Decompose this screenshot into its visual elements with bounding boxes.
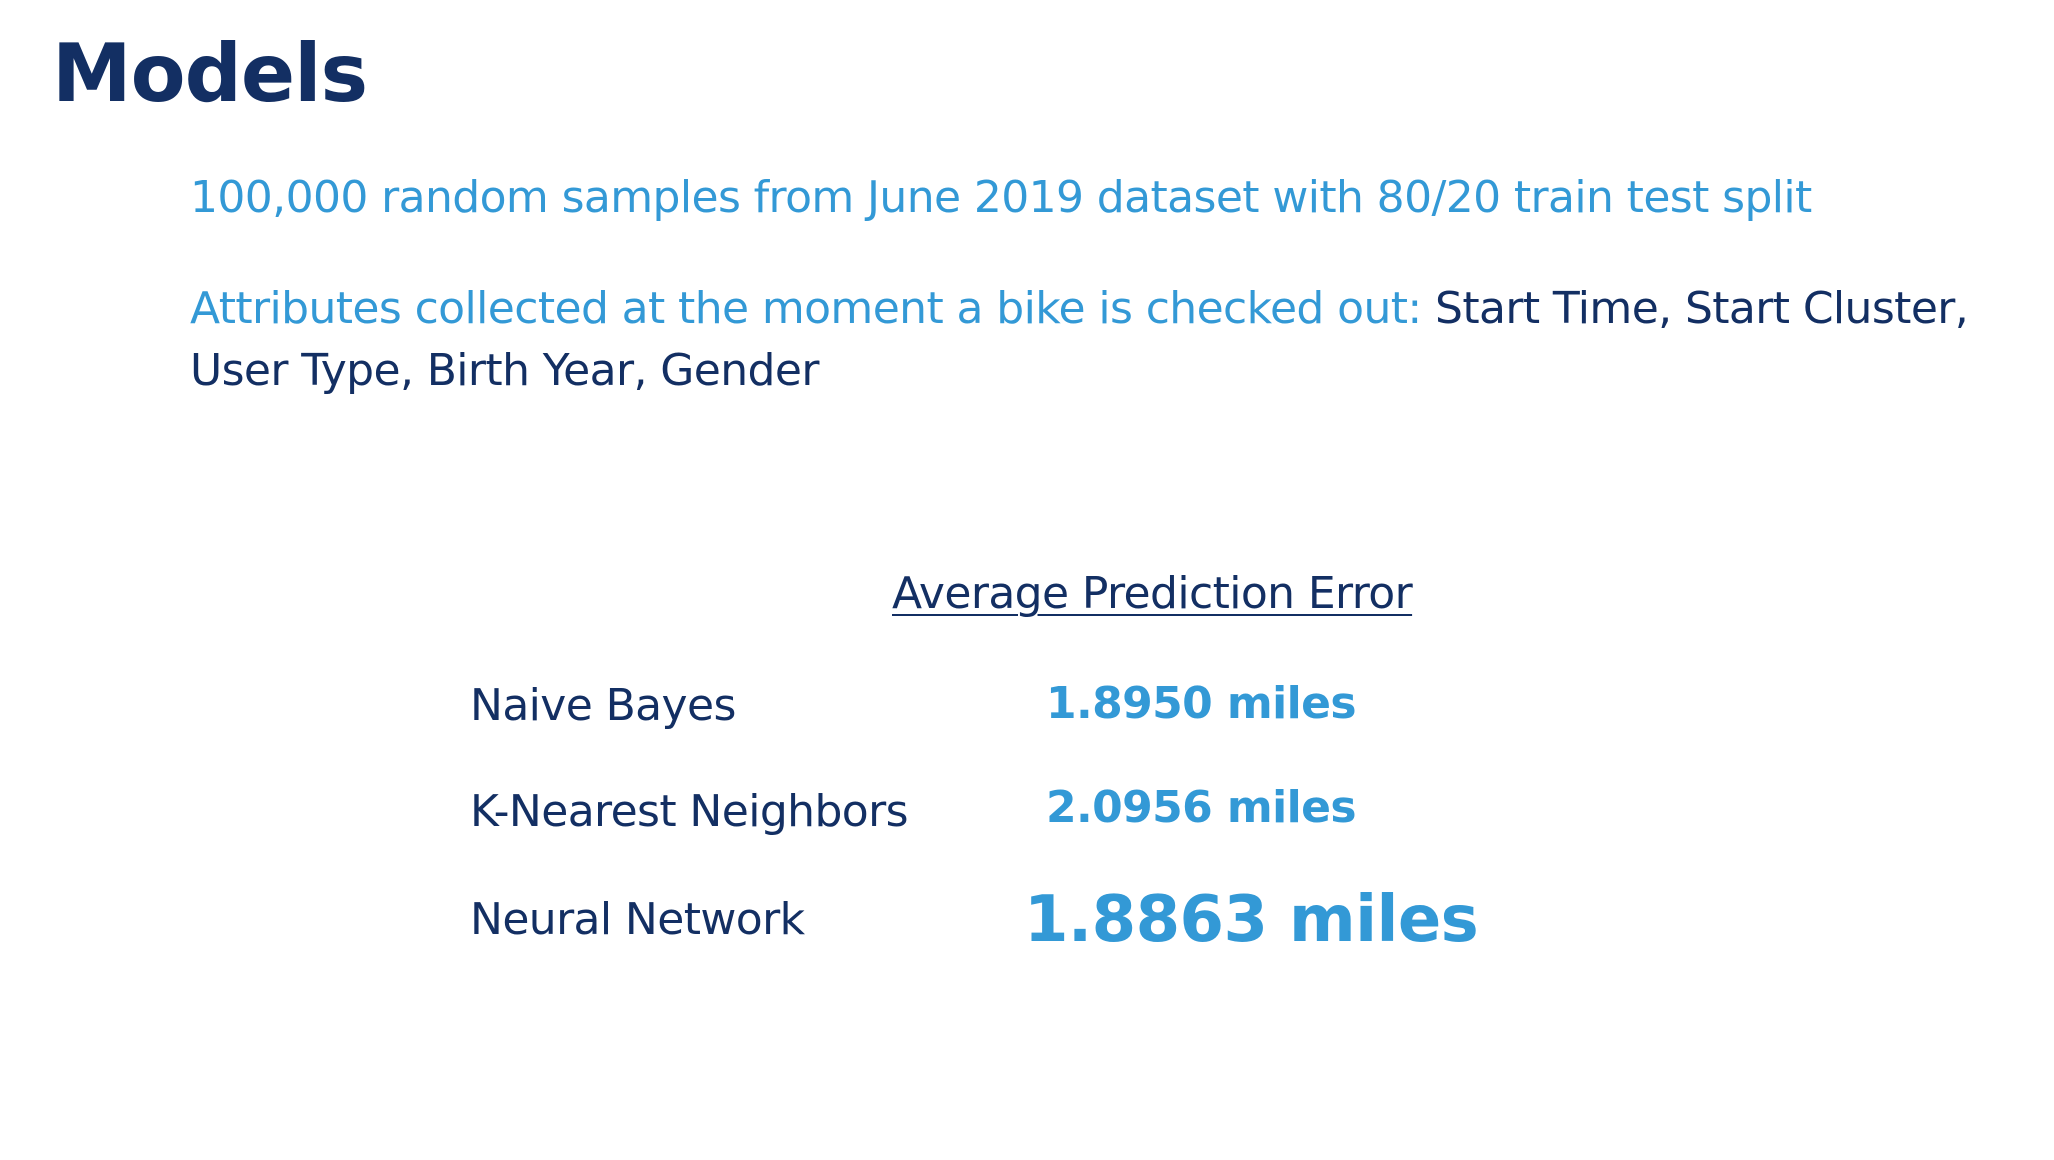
results-heading: Average Prediction Error bbox=[892, 568, 1413, 619]
model-name-naive-bayes: Naive Bayes bbox=[470, 680, 736, 731]
model-name-neural-network: Neural Network bbox=[470, 894, 805, 945]
dataset-summary: 100,000 random samples from June 2019 da… bbox=[190, 172, 1812, 223]
model-error-neural-network: 1.8863 miles bbox=[1024, 883, 1479, 957]
model-error-naive-bayes: 1.8950 miles bbox=[1046, 678, 1357, 729]
attributes-list: Start Time, Start Cluster, User Type, Bi… bbox=[190, 283, 1969, 396]
page-title: Models bbox=[52, 27, 368, 120]
attributes-intro: Attributes collected at the moment a bik… bbox=[190, 283, 1436, 334]
model-error-knn: 2.0956 miles bbox=[1046, 782, 1357, 833]
attributes-paragraph: Attributes collected at the moment a bik… bbox=[190, 278, 1970, 402]
model-name-knn: K-Nearest Neighbors bbox=[470, 786, 909, 837]
